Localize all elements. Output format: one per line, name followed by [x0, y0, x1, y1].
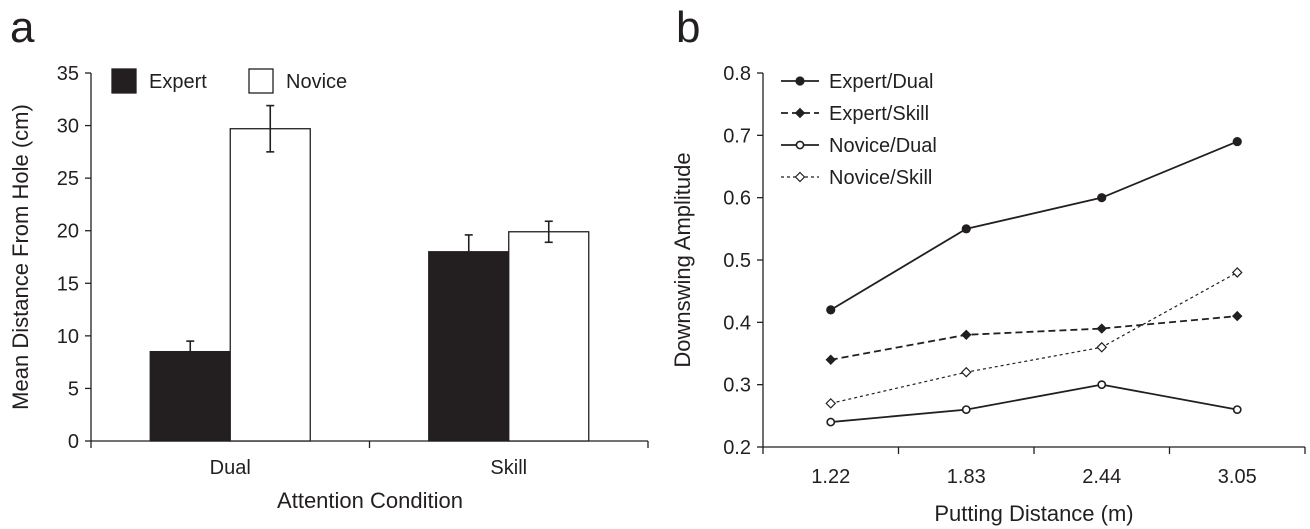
panel-a-letter: a [10, 3, 35, 52]
y-tick-label: 5 [68, 378, 79, 400]
legend-label-expert-skill: Expert/Skill [829, 103, 929, 125]
bar-expert-skill [428, 251, 510, 442]
y-tick-label: 20 [57, 221, 79, 243]
point-expert-skill [825, 354, 836, 365]
x-tick-label: Dual [210, 457, 251, 479]
point-expert-dual [961, 224, 971, 234]
y-tick-label: 0 [68, 431, 79, 453]
legend-label-novice: Novice [286, 71, 347, 93]
x-tick-label: 3.05 [1218, 466, 1257, 488]
bar-chart-panel-a: 0 5 10 15 20 25 30 35 Dual Skill Attention Conditi… [8, 63, 649, 513]
x-tick-label: 2.44 [1082, 466, 1121, 488]
legend-marker-expert-skill [794, 107, 806, 119]
y-tick-label: 0.8 [723, 63, 751, 85]
point-expert-dual [1097, 193, 1107, 203]
legend-label-novice-skill: Novice/Skill [829, 167, 932, 189]
y-tick-label: 30 [57, 116, 79, 138]
point-novice-skill [960, 366, 972, 378]
x-tick-label: 1.22 [811, 466, 850, 488]
point-novice-skill [825, 398, 837, 409]
legend-marker-novice-dual [795, 140, 805, 150]
point-expert-skill [961, 329, 972, 341]
y-tick-label: 0.2 [723, 437, 751, 459]
bar-novice-skill [508, 231, 590, 442]
legend-label-expert: Expert [149, 71, 207, 93]
point-novice-dual [826, 417, 836, 427]
legend-label-expert-dual: Expert/Dual [829, 71, 934, 93]
point-novice-skill [1096, 341, 1108, 353]
series-line-expert-dual [830, 140, 1238, 311]
bar-novice-dual [229, 128, 311, 442]
x-tick-label: 1.83 [947, 466, 986, 488]
series-line-novice-dual [830, 383, 1238, 423]
legend-swatch-expert [111, 68, 137, 94]
legend-marker-expert-dual [795, 76, 805, 86]
y-axis-label: Downswing Amplitude [670, 152, 695, 367]
bar-expert-dual [149, 350, 231, 442]
point-expert-dual [826, 305, 836, 315]
panel-b-letter: b [676, 3, 700, 52]
y-tick-label: 0.3 [723, 375, 751, 397]
point-novice-dual [1232, 405, 1242, 414]
point-expert-skill [1232, 310, 1243, 322]
series-line-novice-skill [830, 271, 1238, 404]
series-line-expert-skill [830, 315, 1238, 361]
y-tick-label: 0.7 [723, 125, 751, 147]
point-novice-dual [1097, 380, 1107, 390]
y-tick-label: 25 [57, 168, 79, 190]
point-novice-dual [961, 405, 971, 414]
point-novice-skill [1231, 267, 1243, 278]
legend-label-novice-dual: Novice/Dual [829, 135, 937, 157]
point-expert-skill [1096, 323, 1107, 334]
y-axis-label: Mean Distance From Hole (cm) [8, 104, 33, 410]
x-axis-label: Attention Condition [277, 488, 463, 513]
x-axis-label: Putting Distance (m) [934, 501, 1133, 526]
y-tick-label: 15 [57, 273, 79, 295]
legend-swatch-novice [248, 68, 274, 94]
y-tick-label: 0.4 [723, 312, 751, 334]
y-tick-label: 10 [57, 326, 79, 348]
point-expert-dual [1232, 136, 1242, 147]
legend-marker-novice-skill [794, 171, 806, 183]
y-tick-label: 35 [57, 63, 79, 85]
y-tick-label: 0.6 [723, 188, 751, 210]
line-chart-panel-b: 0.2 0.3 0.4 0.5 0.6 0.7 0.8 1.22 1.83 2.44 3.05 Put… [670, 63, 1306, 526]
y-tick-label: 0.5 [723, 250, 751, 272]
x-tick-label: Skill [490, 457, 527, 479]
